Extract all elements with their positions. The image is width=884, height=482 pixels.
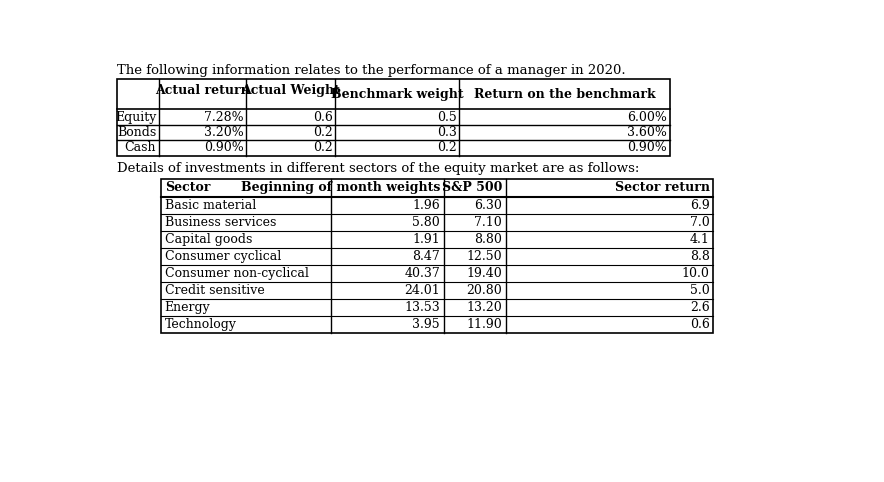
Text: Cash: Cash <box>125 141 156 154</box>
Text: Benchmark weight: Benchmark weight <box>331 88 463 101</box>
Text: Sector: Sector <box>164 181 210 194</box>
Text: 0.5: 0.5 <box>438 111 457 123</box>
Text: Technology: Technology <box>164 318 237 331</box>
Text: 0.3: 0.3 <box>437 126 457 139</box>
Text: 8.47: 8.47 <box>412 250 440 263</box>
Text: Consumer non-cyclical: Consumer non-cyclical <box>164 267 309 280</box>
Text: 1.96: 1.96 <box>412 199 440 212</box>
Text: 0.90%: 0.90% <box>628 141 667 154</box>
Text: S&P 500: S&P 500 <box>441 181 502 194</box>
Text: The following information relates to the performance of a manager in 2020.: The following information relates to the… <box>117 64 625 77</box>
Text: 0.6: 0.6 <box>690 318 710 331</box>
Text: Capital goods: Capital goods <box>164 233 252 246</box>
Text: 10.0: 10.0 <box>682 267 710 280</box>
Text: Credit sensitive: Credit sensitive <box>164 284 264 297</box>
Text: Actual return: Actual return <box>155 84 249 97</box>
Text: Business services: Business services <box>164 216 276 229</box>
Text: Equity: Equity <box>115 111 156 123</box>
Text: Sector return: Sector return <box>614 181 710 194</box>
Text: 20.80: 20.80 <box>466 284 502 297</box>
Text: 7.10: 7.10 <box>474 216 502 229</box>
Text: Energy: Energy <box>164 301 210 314</box>
Text: Bonds: Bonds <box>117 126 156 139</box>
Text: 6.30: 6.30 <box>474 199 502 212</box>
Text: 1.91: 1.91 <box>412 233 440 246</box>
Text: Details of investments in different sectors of the equity market are as follows:: Details of investments in different sect… <box>117 162 639 175</box>
Text: 6.9: 6.9 <box>690 199 710 212</box>
Text: 40.37: 40.37 <box>404 267 440 280</box>
Text: 24.01: 24.01 <box>404 284 440 297</box>
Text: 3.95: 3.95 <box>412 318 440 331</box>
Text: 0.6: 0.6 <box>313 111 333 123</box>
Text: 4.1: 4.1 <box>690 233 710 246</box>
Text: 6.00%: 6.00% <box>627 111 667 123</box>
Text: 12.50: 12.50 <box>466 250 502 263</box>
Text: 11.90: 11.90 <box>466 318 502 331</box>
Text: 0.90%: 0.90% <box>204 141 244 154</box>
Bar <box>117 79 670 156</box>
Text: Basic material: Basic material <box>164 199 256 212</box>
Text: Beginning of month weights: Beginning of month weights <box>240 181 440 194</box>
Text: 8.8: 8.8 <box>690 250 710 263</box>
Text: Consumer cyclical: Consumer cyclical <box>164 250 281 263</box>
Text: 13.53: 13.53 <box>404 301 440 314</box>
Text: Return on the benchmark: Return on the benchmark <box>474 88 655 101</box>
Text: 0.2: 0.2 <box>438 141 457 154</box>
Text: 2.6: 2.6 <box>690 301 710 314</box>
Text: 7.0: 7.0 <box>690 216 710 229</box>
Bar <box>161 179 713 333</box>
Text: 3.60%: 3.60% <box>627 126 667 139</box>
Text: 13.20: 13.20 <box>466 301 502 314</box>
Text: 8.80: 8.80 <box>474 233 502 246</box>
Text: 7.28%: 7.28% <box>204 111 244 123</box>
Text: 5.80: 5.80 <box>412 216 440 229</box>
Text: 3.20%: 3.20% <box>204 126 244 139</box>
Text: 0.2: 0.2 <box>313 141 333 154</box>
Text: 19.40: 19.40 <box>466 267 502 280</box>
Text: 5.0: 5.0 <box>690 284 710 297</box>
Text: 0.2: 0.2 <box>313 126 333 139</box>
Text: Actual Weight: Actual Weight <box>241 84 340 97</box>
